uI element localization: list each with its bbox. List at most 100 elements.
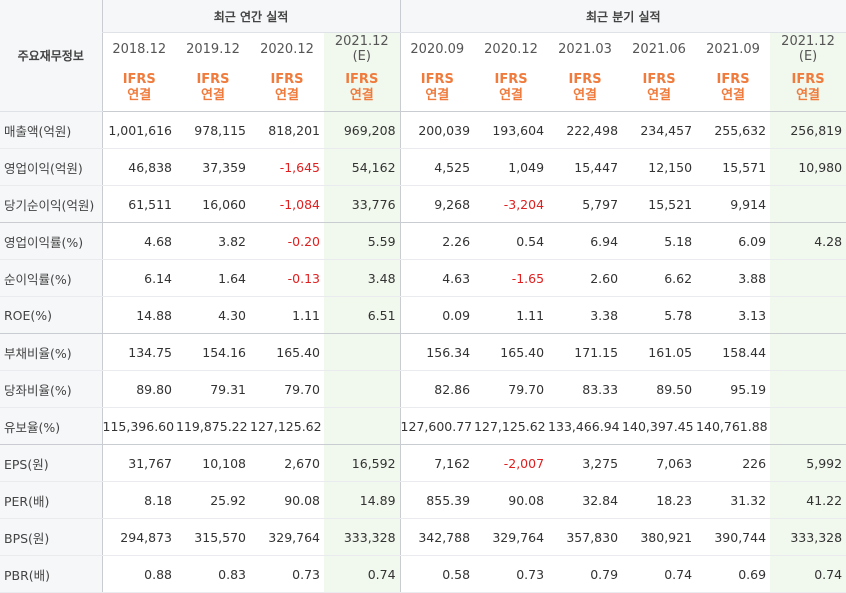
ifrs-label: IFRS (196, 72, 230, 87)
period-header: 2021.09 (706, 41, 760, 57)
row-label: 매출액(억원) (0, 111, 102, 149)
table-cell (324, 333, 401, 371)
table-cell: 315,570 (176, 518, 250, 556)
table-cell: 0.58 (399, 555, 475, 593)
estimate-mark: (E) (352, 49, 371, 64)
table-cell: 222,498 (548, 111, 623, 149)
table-cell: 7,063 (622, 444, 697, 482)
table-cell: 1.11 (250, 296, 324, 334)
table-cell: 9,914 (696, 185, 771, 223)
table-cell: 119,875.22 (176, 407, 250, 445)
table-cell: 12,150 (622, 148, 697, 186)
period-header: 2020.12 (260, 41, 314, 57)
table-cell: -1,645 (250, 148, 324, 186)
table-cell: 255,632 (696, 111, 771, 149)
ifrs-basis-cell: IFRS 연결 (399, 65, 475, 112)
table-cell: -3,204 (474, 185, 549, 223)
table-cell: 165.40 (474, 333, 549, 371)
basis-label: 연결 (275, 88, 299, 103)
table-cell: 82.86 (399, 370, 475, 408)
corner-label: 주요재무정보 (0, 0, 102, 112)
table-cell: 294,873 (101, 518, 176, 556)
table-cell: 0.74 (770, 555, 846, 593)
table-cell: 25.92 (176, 481, 250, 519)
table-cell: 6.62 (622, 259, 697, 297)
period-header-row: 2018.12 2019.12 2020.12 2021.12 (E) 2020… (0, 32, 846, 65)
table-cell: 15,571 (696, 148, 771, 186)
period-header: 2019.12 (186, 41, 240, 57)
table-cell: 329,764 (474, 518, 549, 556)
table-row: 매출액(억원) 1,001,616 978,115 818,201 969,208 200… (0, 111, 846, 149)
ifrs-basis-cell: IFRS 연결 (324, 65, 401, 112)
table-cell: 140,761.88 (696, 407, 771, 445)
row-label: 유보율(%) (0, 407, 102, 445)
row-label: 부채비율(%) (0, 333, 102, 371)
table-cell (770, 185, 846, 223)
ifrs-basis-cell: IFRS 연결 (696, 65, 771, 112)
table-cell (324, 370, 401, 408)
table-cell: 16,592 (324, 444, 401, 482)
ifrs-basis-cell: IFRS 연결 (770, 65, 846, 112)
table-cell: 61,511 (101, 185, 176, 223)
table-cell: 33,776 (324, 185, 401, 223)
table-cell: 0.88 (101, 555, 176, 593)
table-cell: 134.75 (101, 333, 176, 371)
table-cell: 380,921 (622, 518, 697, 556)
table-cell (770, 296, 846, 334)
basis-label: 연결 (647, 88, 671, 103)
table-cell: 5.78 (622, 296, 697, 334)
table-cell (770, 259, 846, 297)
period-header: 2021.06 (632, 41, 686, 57)
table-cell: 127,125.62 (250, 407, 324, 445)
table-cell: 89.80 (101, 370, 176, 408)
table-cell: 2.26 (399, 222, 475, 260)
basis-label: 연결 (796, 88, 821, 103)
table-cell: 95.19 (696, 370, 771, 408)
table-cell: 2.60 (548, 259, 623, 297)
table-cell: -2,007 (474, 444, 549, 482)
row-label: 영업이익률(%) (0, 222, 102, 260)
table-row: EPS(원) 31,767 10,108 2,670 16,592 7,162 -2,007… (0, 444, 846, 482)
table-cell: 0.73 (250, 555, 324, 593)
table-cell: 8.18 (101, 481, 176, 519)
table-cell: 226 (696, 444, 771, 482)
table-cell: 3.48 (324, 259, 401, 297)
period-header: 2021.03 (558, 41, 612, 57)
table-cell: 7,162 (399, 444, 475, 482)
table-cell: 357,830 (548, 518, 623, 556)
table-cell: 161.05 (622, 333, 697, 371)
period-label: 2021.12 (781, 34, 835, 49)
table-cell: 4.63 (399, 259, 475, 297)
table-cell: 5,797 (548, 185, 623, 223)
ifrs-label: IFRS (791, 72, 825, 87)
estimate-mark: (E) (798, 49, 818, 64)
table-cell: -0.20 (250, 222, 324, 260)
table-cell: 31,767 (101, 444, 176, 482)
table-row: ROE(%) 14.88 4.30 1.11 6.51 0.09 1.11 3.38 5.78 3… (0, 296, 846, 334)
basis-label: 연결 (201, 88, 225, 103)
table-cell: 171.15 (548, 333, 623, 371)
table-cell: 6.94 (548, 222, 623, 260)
table-cell: 0.74 (622, 555, 697, 593)
table-cell (770, 333, 846, 371)
table-cell: 41.22 (770, 481, 846, 519)
table-cell: 156.34 (399, 333, 475, 371)
table-cell: 15,447 (548, 148, 623, 186)
table-cell (770, 370, 846, 408)
table-cell: 0.69 (696, 555, 771, 593)
basis-label: 연결 (499, 88, 523, 103)
table-cell: 14.89 (324, 481, 401, 519)
table-cell: 329,764 (250, 518, 324, 556)
row-label: 순이익률(%) (0, 259, 102, 297)
ifrs-basis-cell: IFRS 연결 (548, 65, 623, 112)
table-cell: 158.44 (696, 333, 771, 371)
table-cell: 4.28 (770, 222, 846, 260)
table-cell: -0.13 (250, 259, 324, 297)
ifrs-basis-row: IFRS 연결 IFRS 연결 IFRS 연결 IFRS 연결 IFRS 연결 IFRS 연결 IFRS… (0, 65, 846, 112)
table-cell: 9,268 (399, 185, 475, 223)
table-cell: 127,125.62 (474, 407, 549, 445)
table-row: BPS(원) 294,873 315,570 329,764 333,328 342,78… (0, 518, 846, 556)
table-cell: 4.30 (176, 296, 250, 334)
table-cell: 115,396.60 (101, 407, 176, 445)
